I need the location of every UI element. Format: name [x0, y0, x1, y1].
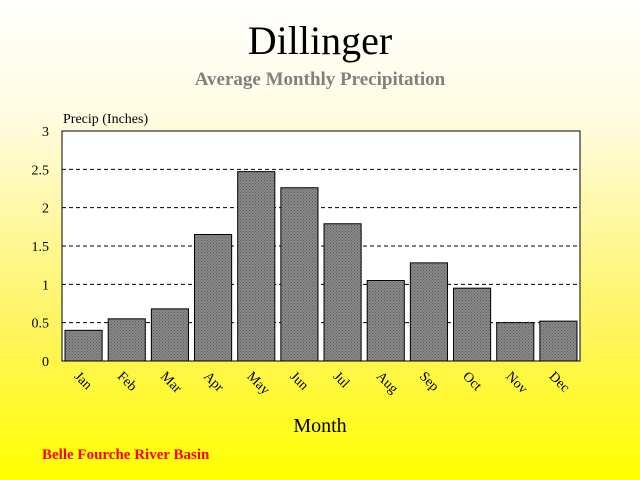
bar-sep: [409, 262, 448, 362]
x-tick-label: Oct: [459, 369, 484, 394]
x-tick-label: Nov: [502, 369, 530, 397]
chart-title: Dillinger: [248, 18, 392, 63]
y-tick-label: 3: [42, 125, 49, 140]
x-tick-label: Jun: [287, 369, 311, 393]
y-tick-label: 1: [42, 278, 49, 293]
bar-jun: [280, 187, 319, 362]
x-tick-label: Jan: [71, 369, 95, 393]
bar-dec: [539, 320, 578, 362]
bar-mar: [150, 308, 189, 362]
x-tick-label: Dec: [546, 369, 573, 396]
chart-subtitle: Average Monthly Precipitation: [195, 69, 446, 90]
grid: [62, 168, 580, 324]
x-axis-label: Month: [293, 415, 346, 437]
bar-nov: [496, 322, 535, 362]
x-tick-label: Apr: [200, 369, 226, 395]
x-tick-label: Aug: [373, 369, 401, 397]
y-axis-label: Precip (Inches): [63, 112, 148, 127]
x-tick-label: Mar: [157, 369, 184, 396]
x-tick-label: Sep: [416, 369, 441, 394]
bar-may: [237, 171, 276, 362]
x-tick-label: May: [243, 369, 272, 398]
y-tick-label: 1.5: [32, 240, 50, 255]
bar-jul: [323, 223, 362, 362]
x-tick-label: Feb: [114, 369, 139, 394]
bar-oct: [453, 287, 492, 362]
x-tick-label: Jul: [330, 369, 352, 391]
y-tick-label: 0: [42, 355, 49, 370]
bar-apr: [194, 234, 233, 362]
y-tick-label: 2: [42, 202, 49, 217]
x-ticks: Jan Feb Mar Apr May Jun Jul Aug Sep Oct Nov Dec: [71, 369, 572, 398]
y-tick-label: 2.5: [32, 163, 50, 178]
basin-footer: Belle Fourche River Basin: [42, 447, 210, 463]
bar-jan: [64, 329, 103, 362]
bar-feb: [107, 318, 146, 362]
y-ticks: 0 0.5 1 1.5 2 2.5 3: [32, 125, 50, 370]
y-tick-label: 0.5: [32, 317, 50, 332]
bars: [64, 171, 578, 362]
bar-aug: [366, 280, 405, 362]
